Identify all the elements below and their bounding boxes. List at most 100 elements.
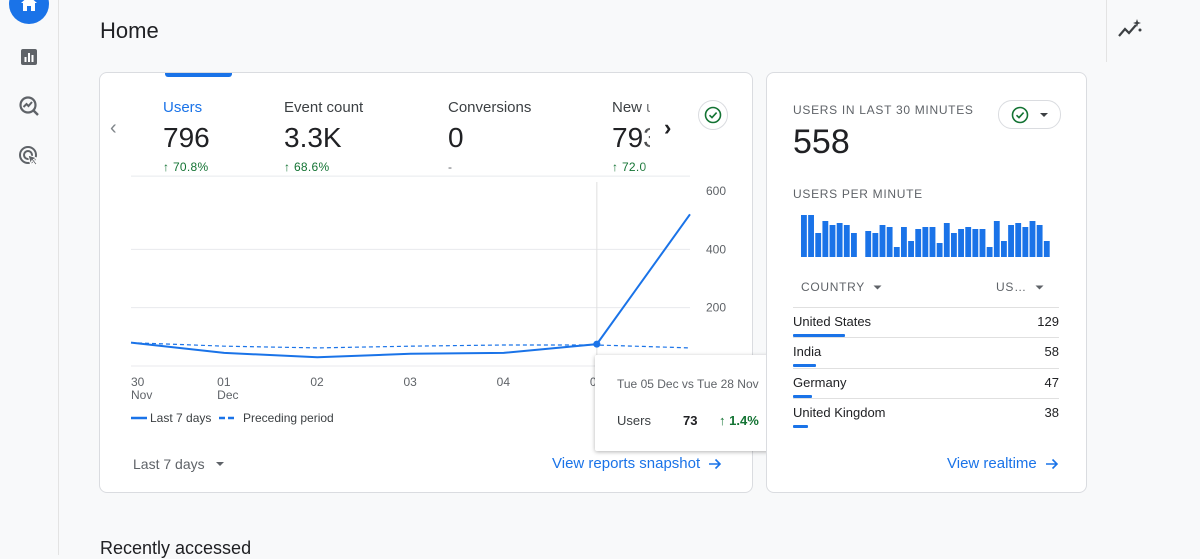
country-name: United States xyxy=(793,314,872,329)
x-tick-label: 02 xyxy=(310,375,324,389)
metric-change: ↑ 70.8% xyxy=(163,160,209,174)
minute-bar xyxy=(1043,241,1050,257)
x-tick-label: 30 xyxy=(131,375,145,389)
realtime-title: USERS IN LAST 30 MINUTES xyxy=(793,103,974,117)
chevron-right-icon: › xyxy=(664,115,672,140)
nav-reports-button[interactable] xyxy=(16,44,42,70)
minute-bar xyxy=(886,227,893,257)
tooltip-change-value: 1.4% xyxy=(729,413,759,428)
minute-bar xyxy=(972,229,979,257)
series-line-preceding-period xyxy=(130,342,691,349)
x-tick-label: 03 xyxy=(404,375,418,389)
metric-label: Conversions xyxy=(448,99,532,116)
recently-accessed-heading: Recently accessed xyxy=(100,538,252,558)
metric-value: 3.3K xyxy=(284,122,342,153)
next-metric-button[interactable]: › xyxy=(664,115,671,141)
reports-icon xyxy=(21,49,37,65)
metric-change: ↑ 68.6% xyxy=(284,160,330,174)
minute-bar xyxy=(1015,223,1022,257)
metric-change: - xyxy=(448,160,453,174)
users-column-header[interactable]: US… xyxy=(996,280,1044,294)
arrow-right-icon xyxy=(709,458,722,469)
x-tick-label: 04 xyxy=(497,375,511,389)
realtime-subtitle: USERS PER MINUTE xyxy=(793,187,923,201)
arrow-right-icon xyxy=(1045,458,1058,469)
tooltip-range: Tue 05 Dec vs Tue 28 Nov xyxy=(617,377,759,391)
x-tick-label: 01 xyxy=(217,375,231,389)
metric-change-value: 68.6% xyxy=(293,160,330,174)
tooltip-metric: Users xyxy=(617,413,651,428)
view-realtime-link[interactable]: View realtime xyxy=(947,455,1059,472)
realtime-card: USERS IN LAST 30 MINUTES 558 USERS PER M… xyxy=(766,72,1087,493)
home-icon xyxy=(21,0,37,11)
minute-bar xyxy=(893,247,900,257)
insights-button[interactable] xyxy=(1116,16,1144,44)
country-bar xyxy=(793,425,809,428)
country-users: 38 xyxy=(1044,405,1059,420)
minute-bar xyxy=(1029,221,1036,257)
view-reports-snapshot-link[interactable]: View reports snapshot xyxy=(552,455,722,472)
x-tick-label: 0 xyxy=(590,375,597,389)
data-quality-button[interactable] xyxy=(698,100,728,130)
country-name: Germany xyxy=(793,375,847,390)
minute-bar xyxy=(843,225,850,257)
metric-value: 796 xyxy=(163,122,210,153)
country-users: 58 xyxy=(1044,344,1059,359)
minute-bar xyxy=(808,215,814,257)
country-users: 47 xyxy=(1044,375,1059,390)
nav-home-button[interactable] xyxy=(9,0,49,24)
minute-bar xyxy=(951,233,957,257)
country-bar xyxy=(793,334,845,337)
metric-event-count[interactable]: Event count 3.3K ↑ 68.6% xyxy=(284,99,363,174)
caret-down-icon xyxy=(215,462,224,466)
x-tick-label: Nov xyxy=(131,388,152,402)
realtime-quality-chip[interactable] xyxy=(998,100,1061,129)
minute-bar xyxy=(822,221,829,257)
nav-explore-button[interactable] xyxy=(16,93,42,119)
minute-bar xyxy=(929,227,936,257)
y-tick-label: 400 xyxy=(706,242,726,256)
minute-bar xyxy=(986,247,993,257)
column-label: US… xyxy=(996,280,1027,294)
legend-dashed-swatch xyxy=(219,416,237,420)
series-line-last-7-days xyxy=(130,213,691,359)
explore-icon xyxy=(19,96,39,116)
country-users: 129 xyxy=(1037,314,1059,329)
date-range-selector[interactable]: Last 7 days xyxy=(133,456,225,472)
prev-metric-button[interactable]: ‹ xyxy=(110,117,117,140)
minute-bar xyxy=(872,233,879,257)
minute-bar xyxy=(993,221,1000,257)
country-column-header[interactable]: COUNTRY xyxy=(801,280,882,294)
minute-bar xyxy=(1001,241,1007,257)
caret-down-icon xyxy=(1035,285,1044,289)
metric-value: 0 xyxy=(448,122,464,153)
metric-users[interactable]: Users 796 ↑ 70.8% xyxy=(163,99,210,174)
minute-bar xyxy=(915,229,922,257)
metric-change-value: 70.8% xyxy=(172,160,209,174)
country-row: India 58 xyxy=(793,337,1059,368)
check-circle-icon xyxy=(704,106,722,124)
minute-bar xyxy=(829,225,836,257)
caret-down-icon xyxy=(873,285,882,289)
link-label: View reports snapshot xyxy=(552,455,701,472)
metric-label: Event count xyxy=(284,99,364,116)
minute-bar xyxy=(836,223,843,257)
chart-highlight-point xyxy=(593,340,601,348)
summary-card: ‹ Users 796 ↑ 70.8% Event count 3.3K ↑ 6… xyxy=(99,72,783,493)
minute-bar xyxy=(908,241,914,257)
active-tab-indicator xyxy=(165,73,232,77)
minute-bar xyxy=(851,233,857,257)
legend-current: Last 7 days xyxy=(131,411,211,425)
minute-bar xyxy=(815,233,822,257)
minute-bar xyxy=(979,229,986,257)
metric-conversions[interactable]: Conversions 0 - xyxy=(448,99,531,174)
nav-advertising-button[interactable] xyxy=(16,143,42,169)
realtime-value: 558 xyxy=(793,123,850,161)
chevron-left-icon: ‹ xyxy=(110,117,117,139)
date-range-label: Last 7 days xyxy=(133,456,205,472)
chart-tooltip: Tue 05 Dec vs Tue 28 Nov Users 73 ↑ 1.4% xyxy=(595,355,783,451)
legend-previous: Preceding period xyxy=(219,411,334,425)
y-tick-label: 600 xyxy=(706,184,726,198)
minute-bar xyxy=(865,231,872,257)
x-tick-label: Dec xyxy=(217,388,238,402)
